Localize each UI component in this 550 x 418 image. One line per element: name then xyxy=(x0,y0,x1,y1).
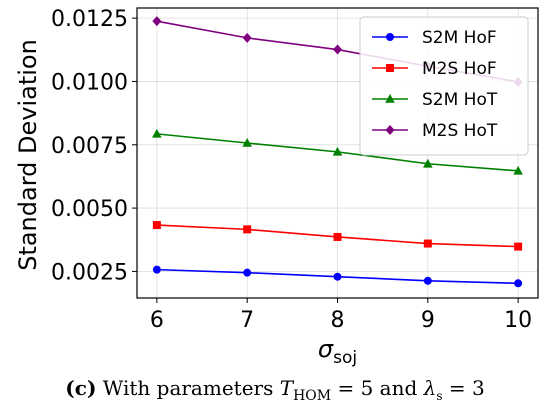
data-point xyxy=(514,242,523,251)
y-tick-label: 0.0075 xyxy=(51,134,128,159)
caption-t-symbol: T xyxy=(279,376,294,400)
legend-entry: S2M HoF xyxy=(372,28,497,48)
data-point xyxy=(333,272,342,281)
y-tick-label: 0.0025 xyxy=(51,260,128,285)
legend-entry: M2S HoT xyxy=(372,121,498,141)
data-point xyxy=(423,276,432,285)
legend-entry: M2S HoF xyxy=(372,59,497,79)
data-point xyxy=(243,225,252,234)
chart: 6 7 8 9 10 0.0025 0.0050 0.0075 0.0100 0.0125 Sta… xyxy=(14,7,539,368)
data-point xyxy=(423,239,432,248)
caption-lambda-sub: s xyxy=(436,389,443,403)
x-tick-label: 9 xyxy=(421,308,435,333)
caption-label: (c) xyxy=(65,376,97,400)
legend-box xyxy=(359,16,529,156)
data-point xyxy=(514,279,523,288)
data-point xyxy=(333,232,342,241)
legend-label: M2S HoT xyxy=(422,121,498,141)
legend-label: M2S HoF xyxy=(422,59,497,79)
data-point xyxy=(152,221,161,230)
legend-marker xyxy=(386,33,394,41)
data-point xyxy=(242,32,252,43)
data-point xyxy=(242,137,252,147)
data-point xyxy=(152,265,161,274)
x-tick-label: 10 xyxy=(504,308,532,333)
data-point xyxy=(423,158,433,168)
y-tick-label: 0.0050 xyxy=(51,197,128,222)
y-tick-label: 0.0125 xyxy=(51,7,128,32)
x-tick-label: 6 xyxy=(150,308,164,333)
caption-t-sub: HOM xyxy=(293,388,332,404)
series-s2m-hof xyxy=(152,265,523,288)
series-s2m-hot xyxy=(152,128,523,175)
data-point xyxy=(243,268,252,277)
caption-text: With parameters xyxy=(102,376,274,400)
x-tick-label: 8 xyxy=(331,308,345,333)
x-tick-label: 7 xyxy=(240,308,254,333)
legend-label: S2M HoF xyxy=(422,28,497,48)
x-axis-label-sub: soj xyxy=(333,348,357,368)
series-m2s-hof xyxy=(152,221,523,251)
legend-label: S2M HoT xyxy=(422,90,498,110)
caption-t-value: = 5 and xyxy=(331,376,424,400)
legend-marker xyxy=(386,64,394,72)
y-axis-label: Standard Deviation xyxy=(14,39,42,271)
data-point xyxy=(333,44,342,55)
legend-marker xyxy=(385,94,395,103)
data-point xyxy=(332,146,343,156)
y-tick-label: 0.0100 xyxy=(51,70,128,95)
figure-caption: (c) With parameters THOM = 5 and λs = 3 xyxy=(0,376,550,404)
ticks: 6 7 8 9 10 0.0025 0.0050 0.0075 0.0100 0.0125 xyxy=(51,7,532,333)
x-axis-label-main: σ xyxy=(318,335,334,363)
legend-marker xyxy=(385,125,395,135)
caption-lambda-value: = 3 xyxy=(442,376,485,400)
data-point xyxy=(152,16,162,27)
data-point xyxy=(513,165,523,175)
legend-entry: S2M HoT xyxy=(372,90,498,110)
legend: S2M HoF M2S HoF S2M HoT M2S HoT xyxy=(359,16,529,156)
data-point xyxy=(152,128,162,138)
caption-lambda-symbol: λ xyxy=(423,376,437,400)
x-axis-label: σsoj xyxy=(318,335,357,368)
